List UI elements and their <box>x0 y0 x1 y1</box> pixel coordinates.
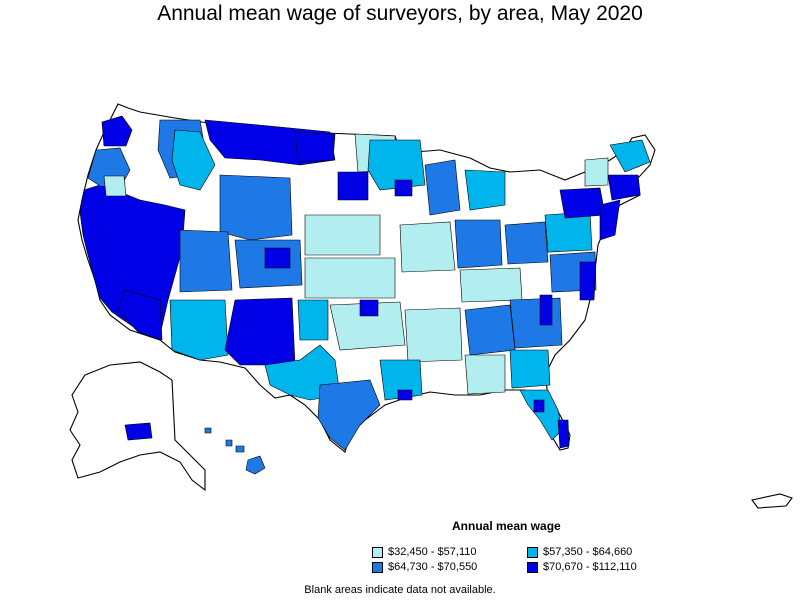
legend-title: Annual mean wage <box>452 519 561 533</box>
area-region <box>464 169 506 211</box>
legend-swatch <box>372 546 383 558</box>
area-region <box>101 115 133 147</box>
area-region <box>124 422 153 441</box>
area-region <box>609 139 651 173</box>
map-title: Annual mean wage of surveyors, by area, … <box>157 2 643 25</box>
area-region <box>169 299 229 361</box>
legend-item: $64,730 - $70,550 <box>372 561 477 573</box>
legend-label: $57,350 - $64,660 <box>543 546 633 558</box>
area-region <box>424 159 461 216</box>
area-region <box>304 214 381 256</box>
hawaii-island <box>204 427 212 434</box>
area-region <box>607 174 641 201</box>
area-region <box>264 247 291 269</box>
area-region <box>533 399 545 413</box>
footnote: Blank areas indicate data not available. <box>304 584 496 596</box>
area-region <box>404 307 463 363</box>
area-region <box>294 131 336 163</box>
area-region <box>103 175 127 197</box>
area-region <box>599 199 621 241</box>
puerto-rico-outline <box>751 493 793 509</box>
area-region <box>304 257 396 299</box>
hawaii-island <box>235 445 245 453</box>
area-region <box>171 129 216 191</box>
legend-item: $57,350 - $64,660 <box>527 546 632 558</box>
area-region <box>464 354 506 395</box>
hawaii-island <box>225 439 233 447</box>
legend-label: $64,730 - $70,550 <box>388 561 478 573</box>
legend-label: $32,450 - $57,110 <box>388 546 477 558</box>
area-region <box>219 174 293 241</box>
legend-swatch <box>527 546 538 558</box>
area-region <box>337 171 369 201</box>
area-region <box>399 221 456 273</box>
area-region <box>557 419 570 449</box>
area-region <box>509 297 563 349</box>
area-region <box>559 187 606 219</box>
area-region <box>579 261 597 301</box>
alaska-outline <box>69 361 206 492</box>
legend-item: $70,670 - $112,110 <box>527 561 637 573</box>
area-region <box>459 267 523 303</box>
area-region <box>464 304 516 356</box>
area-region <box>397 389 413 401</box>
area-region <box>519 389 563 441</box>
legend-swatch <box>527 561 538 573</box>
area-region <box>454 219 503 269</box>
hawaii-island <box>245 455 266 475</box>
area-region <box>317 379 381 451</box>
area-region <box>539 294 553 326</box>
us-contiguous-outline <box>77 103 656 453</box>
area-region <box>359 299 379 317</box>
area-region <box>394 179 413 197</box>
area-region <box>179 229 233 293</box>
area-region <box>504 221 549 265</box>
legend-swatch <box>372 561 383 573</box>
legend-label: $70,670 - $112,110 <box>543 561 637 573</box>
area-region <box>509 349 551 389</box>
legend-item: $32,450 - $57,110 <box>372 546 476 558</box>
area-region <box>224 297 296 366</box>
area-region <box>584 157 609 187</box>
area-region <box>117 289 163 341</box>
area-region <box>297 299 329 341</box>
